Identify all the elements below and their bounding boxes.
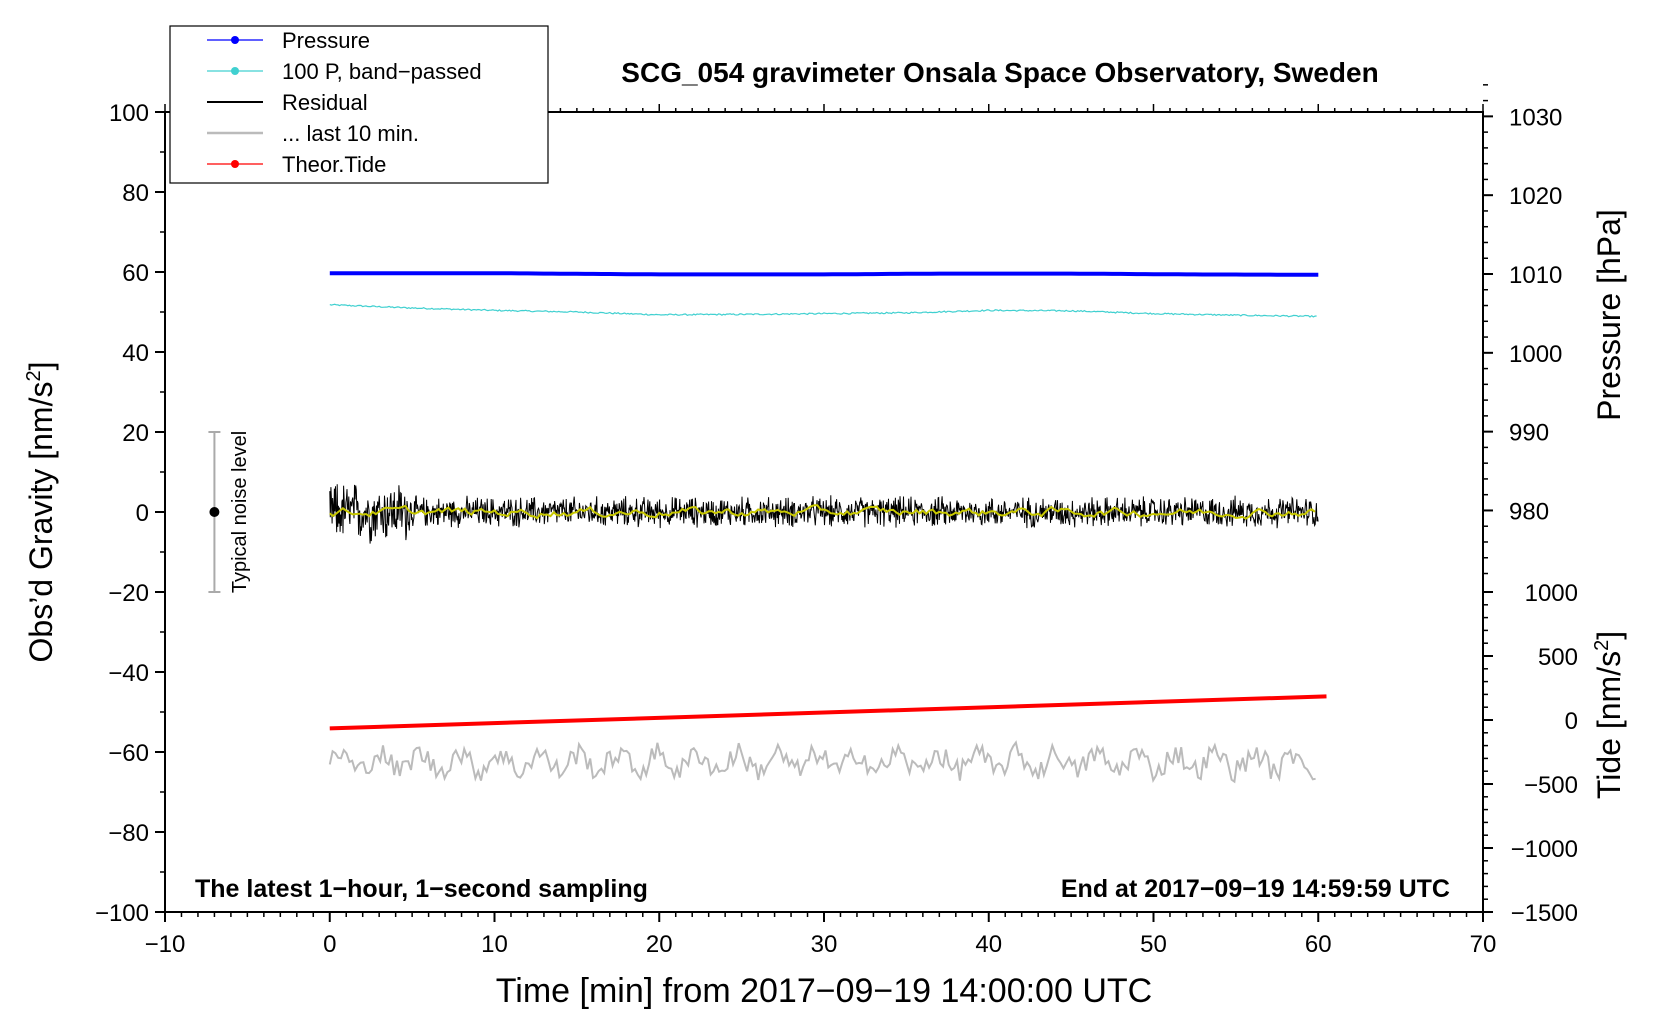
axis-ticks: −10 0 10 20 30 40 50 60 70−100−80−60−40−20020406… (95, 84, 1578, 958)
noise-level-marker (208, 431, 221, 593)
tide-tick-label: 0 (1565, 708, 1578, 735)
y-label-tide-end: ] (1591, 631, 1627, 640)
tide-tick-label: 500 (1538, 644, 1578, 671)
y-tick-label: 0 (136, 500, 149, 527)
noise-level-label: Typical noise level (229, 431, 251, 593)
legend-label: Pressure (282, 28, 370, 53)
series-residual-line (329, 484, 1319, 544)
tide-tick-label: −500 (1524, 772, 1578, 799)
y-tick-label: 100 (109, 100, 149, 127)
x-tick-label: −10 (145, 931, 186, 958)
y-tick-label: −20 (108, 580, 149, 607)
x-tick-label: 70 (1470, 931, 1497, 958)
y-label-main-sup: 2 (23, 370, 45, 381)
pressure-tick-label: 1010 (1509, 262, 1562, 289)
y-tick-label: −60 (108, 740, 149, 767)
y-label-main-end: ] (23, 362, 59, 371)
x-tick-label: 60 (1305, 931, 1332, 958)
annotation-right: End at 2017−09−19 14:59:59 UTC (1061, 875, 1450, 903)
pressure-tick-label: 1030 (1509, 104, 1562, 131)
y-tick-label: −80 (108, 820, 149, 847)
y-label-tide-sup: 2 (1591, 640, 1613, 651)
legend-marker (231, 36, 239, 44)
series-residual-smoothed-line (329, 504, 1316, 520)
series-pressure-line (329, 271, 1319, 277)
series-theor-tide-line (329, 694, 1327, 731)
series-last-10-min-line (328, 740, 1316, 784)
y-tick-label: 60 (122, 260, 149, 287)
y-tick-label: −40 (108, 660, 149, 687)
y-tick-label: 80 (122, 180, 149, 207)
legend-label: ... last 10 min. (282, 121, 419, 146)
tide-tick-label: −1500 (1511, 900, 1578, 927)
legend-label: 100 P, band−passed (282, 59, 482, 84)
y-label-tide-text: Tide [nm/s (1591, 651, 1627, 799)
legend-label: Residual (282, 90, 368, 115)
tide-tick-label: 1000 (1525, 580, 1578, 607)
legend: Pressure 100 P, band−passed Residual ... la… (169, 25, 549, 184)
x-tick-label: 50 (1140, 931, 1167, 958)
x-tick-label: 30 (811, 931, 838, 958)
legend-marker (231, 160, 239, 168)
legend-label: Theor.Tide (282, 152, 386, 177)
x-tick-label: 0 (323, 931, 336, 958)
pressure-tick-label: 990 (1509, 420, 1549, 447)
y-axis-label-main: Obs’d Gravity [nm/s2] (23, 362, 59, 663)
chart-title: SCG_054 gravimeter Onsala Space Observat… (621, 57, 1378, 88)
y-tick-label: 20 (122, 420, 149, 447)
pressure-tick-label: 980 (1509, 498, 1549, 525)
legend-box (169, 25, 549, 184)
pressure-tick-label: 1000 (1509, 341, 1562, 368)
y-tick-label: −100 (95, 900, 149, 927)
noise-center-dot (209, 507, 220, 517)
x-tick-label: 20 (646, 931, 673, 958)
y-label-main-text: Obs’d Gravity [nm/s (23, 382, 59, 663)
x-tick-label: 40 (975, 931, 1002, 958)
series-band-passed-line (329, 303, 1317, 318)
tide-tick-label: −1000 (1511, 836, 1578, 863)
y-axis-label-tide: Tide [nm/s2] (1591, 631, 1627, 799)
x-axis-label: Time [min] from 2017−09−19 14:00:00 UTC (496, 972, 1152, 1010)
y-tick-label: 40 (122, 340, 149, 367)
x-tick-label: 10 (481, 931, 508, 958)
legend-items: Pressure 100 P, band−passed Residual ... la… (207, 28, 482, 177)
pressure-tick-label: 1020 (1509, 183, 1562, 210)
y-axis-label-pressure: Pressure [hPa] (1591, 209, 1627, 421)
series-layer (328, 271, 1327, 784)
legend-marker (231, 67, 239, 75)
annotation-left: The latest 1−hour, 1−second sampling (195, 875, 648, 903)
